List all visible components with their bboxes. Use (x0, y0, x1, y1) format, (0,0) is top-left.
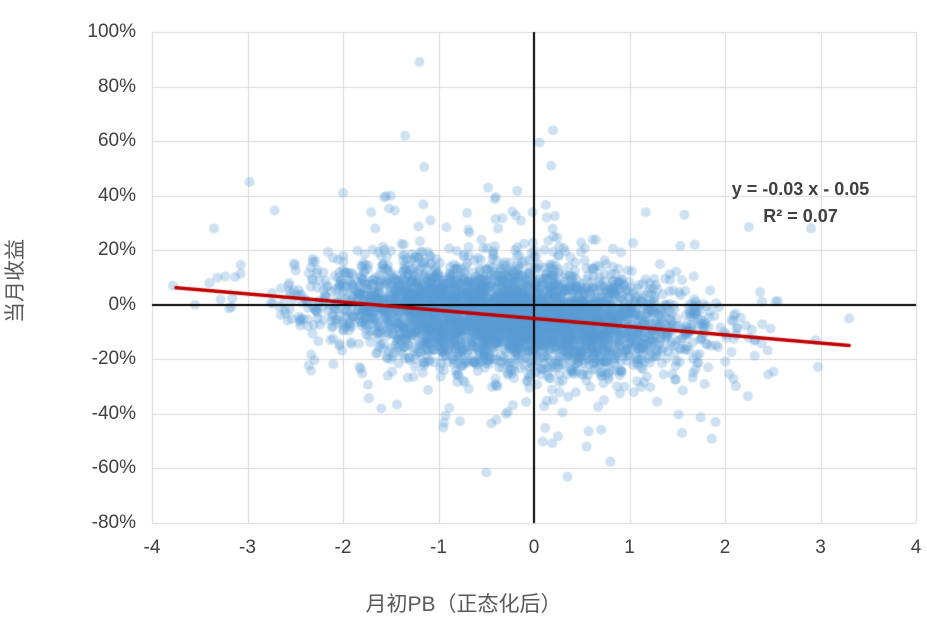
x-axis-tick-label: -2 (334, 537, 352, 558)
y-axis-tick-label: 80% (97, 75, 136, 97)
y-axis-tick-label: -40% (91, 402, 136, 424)
y-axis-tick-label: -80% (91, 512, 136, 533)
x-axis-tick-label: 1 (624, 537, 635, 558)
x-axis-tick-label: 4 (910, 537, 922, 558)
x-axis-tick-label: -1 (430, 537, 447, 558)
x-axis-tick-label: 2 (719, 537, 731, 558)
y-axis-tick-label: 60% (97, 130, 136, 152)
x-axis-title: 月初PB（正态化后） (365, 593, 562, 616)
y-axis-tick-label: 100% (87, 21, 136, 42)
y-axis-tick-label: 40% (97, 184, 136, 206)
r-squared-value: R² = 0.07 (763, 206, 838, 226)
x-axis-tick-label: -4 (143, 537, 161, 558)
x-axis-tick-label: 3 (815, 537, 826, 558)
y-axis-tick-label: -60% (91, 457, 136, 479)
y-axis-tick-label: 0% (108, 293, 136, 315)
x-axis-tick-label: -3 (239, 537, 256, 558)
trendline-equation: y = -0.03 x - 0.05 (731, 179, 870, 199)
y-axis-tick-label: -20% (91, 348, 136, 370)
x-axis-tick-label: 0 (528, 537, 540, 558)
y-axis-title: 当月收益 (4, 239, 27, 323)
y-axis-tick-label: 20% (97, 239, 136, 261)
trendline-equation-annotation: y = -0.03 x - 0.05 R² = 0.07 (688, 176, 913, 230)
